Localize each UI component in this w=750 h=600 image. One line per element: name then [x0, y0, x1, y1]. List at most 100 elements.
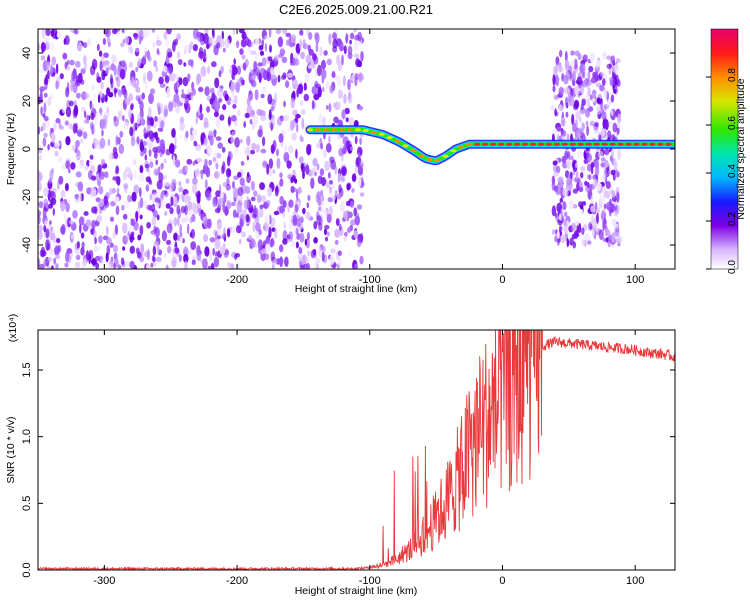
noise-cell	[581, 239, 587, 246]
noise-cell	[79, 138, 84, 144]
noise-cell	[55, 254, 61, 260]
noise-cell	[123, 88, 128, 100]
noise-cell	[202, 258, 208, 269]
noise-cell	[552, 74, 556, 86]
noise-cell	[560, 129, 567, 137]
spectrogram-x-tick-label: -100	[359, 274, 381, 286]
noise-cell	[602, 51, 607, 60]
noise-cell	[334, 189, 338, 196]
noise-cell	[323, 209, 328, 216]
noise-cell	[291, 132, 298, 141]
noise-cell	[60, 190, 66, 198]
noise-cell	[216, 152, 222, 159]
noise-cell	[354, 136, 358, 145]
noise-cell	[123, 121, 129, 130]
noise-cell	[207, 265, 212, 269]
noise-cell	[152, 205, 155, 210]
noise-cell	[305, 54, 312, 64]
noise-cell	[583, 54, 588, 60]
noise-cell	[113, 115, 117, 122]
noise-cell	[565, 215, 571, 224]
noise-cell	[140, 150, 144, 157]
noise-cell	[294, 55, 298, 66]
noise-cell	[45, 37, 50, 43]
noise-cell	[105, 66, 109, 75]
noise-cell	[52, 208, 55, 216]
noise-cell	[579, 128, 584, 137]
noise-cell	[50, 127, 54, 134]
noise-cell	[580, 103, 584, 111]
noise-cell	[285, 32, 292, 38]
noise-cell	[124, 35, 130, 46]
noise-cell	[337, 101, 341, 111]
noise-cell	[315, 83, 321, 89]
noise-cell	[145, 184, 150, 192]
noise-cell	[270, 251, 275, 261]
noise-cell	[216, 235, 221, 240]
noise-cell	[165, 239, 172, 246]
noise-cell	[357, 60, 363, 68]
ridge-core	[354, 128, 361, 132]
noise-cell	[250, 50, 257, 56]
noise-cell	[259, 50, 265, 56]
noise-cell	[42, 121, 46, 131]
noise-cell	[599, 194, 605, 206]
noise-cell	[285, 80, 290, 88]
noise-cell	[209, 98, 214, 105]
ridge-core	[410, 149, 417, 153]
noise-cell	[65, 106, 72, 118]
noise-cell	[242, 209, 247, 220]
noise-cell	[115, 135, 119, 146]
noise-cell	[181, 88, 184, 94]
noise-cell	[303, 93, 309, 102]
noise-cell	[180, 93, 187, 99]
noise-cell	[162, 65, 168, 73]
noise-cell	[302, 207, 306, 215]
noise-cell	[325, 81, 330, 89]
noise-cell	[574, 50, 580, 57]
noise-cell	[44, 220, 48, 226]
noise-cell	[337, 80, 342, 87]
ridge-core	[402, 144, 409, 148]
noise-cell	[167, 245, 172, 254]
noise-cell	[609, 198, 612, 211]
snr-x-tick-label: 0	[499, 575, 505, 587]
noise-cell	[145, 167, 150, 172]
noise-cell	[232, 187, 239, 199]
noise-cell	[164, 75, 170, 84]
noise-cell	[360, 51, 364, 62]
ridge-core	[609, 142, 616, 146]
noise-cell	[113, 196, 120, 204]
noise-cell	[115, 205, 120, 216]
noise-cell	[109, 242, 114, 248]
noise-cell	[581, 122, 585, 131]
snr-y-multiplier: (x10⁴)	[7, 314, 19, 342]
noise-cell	[302, 43, 309, 50]
noise-cell	[172, 155, 176, 166]
noise-cell	[555, 56, 560, 66]
noise-cell	[233, 58, 236, 65]
noise-cell	[108, 152, 113, 161]
noise-cell	[207, 65, 211, 74]
noise-cell	[208, 130, 213, 137]
noise-cell	[580, 166, 586, 172]
ridge-core	[657, 142, 664, 146]
noise-cell	[119, 130, 124, 138]
noise-cell	[265, 243, 271, 252]
noise-cell	[45, 202, 49, 209]
noise-cell	[176, 33, 181, 41]
noise-cell	[122, 170, 128, 181]
ridge-core	[633, 142, 640, 146]
noise-cell	[78, 216, 85, 226]
noise-cell	[586, 98, 591, 109]
noise-cell	[551, 205, 557, 217]
noise-cell	[215, 163, 219, 170]
noise-cell	[191, 214, 196, 223]
noise-cell	[77, 181, 84, 192]
ridge-core	[362, 128, 369, 132]
noise-cell	[596, 207, 600, 215]
noise-cell	[248, 72, 252, 84]
noise-cell	[169, 182, 174, 193]
noise-cell	[601, 78, 606, 86]
noise-cell	[564, 86, 570, 95]
